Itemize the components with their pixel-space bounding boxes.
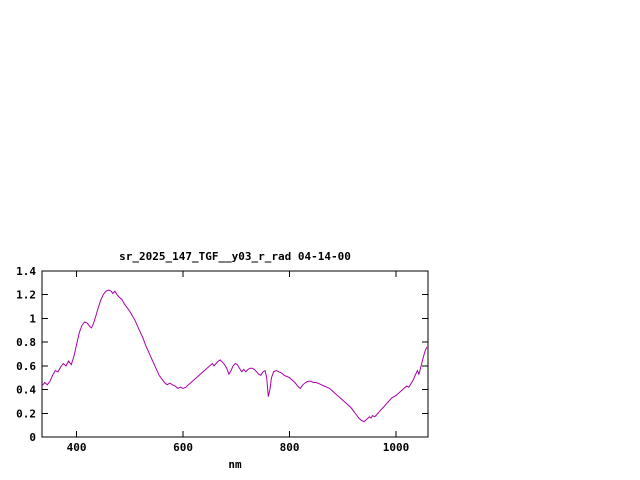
series-line [41,289,428,423]
y-tick-label: 0.8 [16,336,36,349]
y-tick-label: 0 [29,431,36,444]
x-tick-label: 600 [173,441,193,454]
y-tick-label: 0.6 [16,360,36,373]
x-tick-label: 1000 [383,441,410,454]
y-tick-label: 1.2 [16,289,36,302]
y-tick-label: 0.4 [16,384,36,397]
x-tick-label: 400 [67,441,87,454]
chart-title: sr_2025_147_TGF__y03_r_rad 04-14-00 [119,250,351,263]
y-tick-label: 0.2 [16,407,36,420]
x-tick-label: 800 [280,441,300,454]
plot-border [41,270,429,438]
x-axis-label: nm [228,458,242,471]
y-tick-label: 1 [29,312,36,325]
y-tick-label: 1.4 [16,265,36,278]
